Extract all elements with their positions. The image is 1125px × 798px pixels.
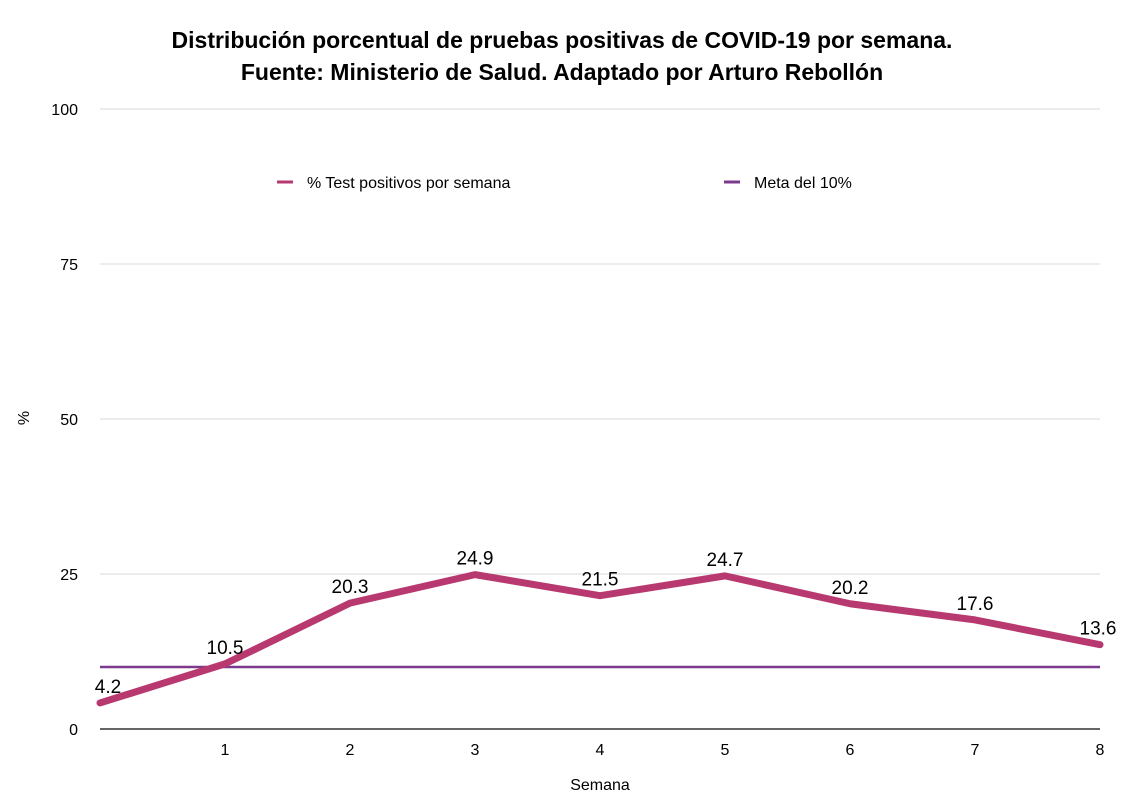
data-point <box>974 619 976 621</box>
data-label: 24.9 <box>457 549 494 570</box>
legend-label-meta: Meta del 10% <box>754 175 852 192</box>
y-tick-label: 25 <box>60 567 78 584</box>
data-label: 17.6 <box>957 594 994 615</box>
y-axis-ticks: 0 25 50 75 100 <box>51 102 78 739</box>
data-label: 24.7 <box>707 550 744 571</box>
data-point <box>1099 644 1101 646</box>
y-axis-title: % <box>16 411 33 425</box>
x-tick-label: 7 <box>971 742 980 759</box>
data-label: 10.5 <box>207 638 244 659</box>
x-axis-ticks: 1 2 3 4 5 6 7 8 <box>221 742 1105 759</box>
data-label: 20.3 <box>332 577 369 598</box>
x-tick-label: 3 <box>471 742 480 759</box>
y-tick-label: 100 <box>51 102 78 119</box>
y-tick-label: 50 <box>60 412 78 429</box>
data-point <box>349 602 351 604</box>
y-tick-label: 75 <box>60 257 78 274</box>
data-label: 20.2 <box>832 578 869 599</box>
chart-title-line-2: Fuente: Ministerio de Salud. Adaptado po… <box>241 59 883 85</box>
data-point <box>474 574 476 576</box>
series-line-positivos <box>96 571 1104 707</box>
x-tick-label: 2 <box>346 742 355 759</box>
x-tick-label: 5 <box>721 742 730 759</box>
legend-label-positivos: % Test positivos por semana <box>307 175 510 192</box>
x-tick-label: 4 <box>596 742 605 759</box>
x-axis-title: Semana <box>570 777 630 794</box>
data-label: 21.5 <box>582 570 619 591</box>
x-tick-label: 8 <box>1096 742 1105 759</box>
data-labels: 4.2 10.5 20.3 24.9 21.5 24.7 20.2 17.6 13.6 <box>95 549 1117 698</box>
chart-title-line-1: Distribución porcentual de pruebas posit… <box>172 27 953 53</box>
data-label: 13.6 <box>1080 619 1117 640</box>
data-point <box>224 663 226 665</box>
series-lines <box>96 571 1104 707</box>
grid-lines <box>100 108 1100 575</box>
data-point <box>599 595 601 597</box>
y-tick-label: 0 <box>69 722 78 739</box>
data-label: 4.2 <box>95 677 121 698</box>
data-point <box>849 603 851 605</box>
x-tick-label: 6 <box>846 742 855 759</box>
legend: % Test positivos por semana Meta del 10% <box>277 175 852 192</box>
data-point <box>99 702 101 704</box>
data-point <box>724 575 726 577</box>
x-tick-label: 1 <box>221 742 230 759</box>
